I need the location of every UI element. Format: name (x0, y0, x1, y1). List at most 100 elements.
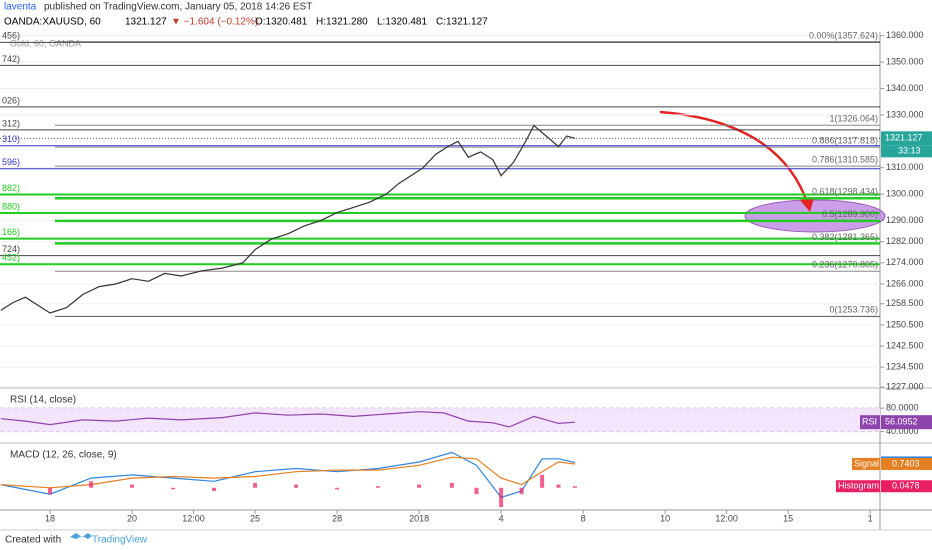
name-badge (836, 480, 880, 493)
fib-label: 0(1253.736) (829, 305, 878, 315)
series-line (0, 124, 576, 314)
name-label: Histogram (838, 481, 879, 491)
change: ▼ −1.604 (−0.12%) (171, 17, 258, 28)
y-tick-label: 1350.000 (886, 56, 924, 66)
indicator-badge (881, 457, 932, 470)
level-label: 166) (2, 227, 20, 237)
price-badge (881, 131, 932, 146)
fib-label: 0.00%(1357.624) (809, 30, 878, 40)
fib-label: 0.618(1298.434) (812, 187, 878, 197)
level-label: 312) (2, 118, 20, 128)
pane-title: RSI (14, close) (10, 395, 76, 406)
pane-title: MACD (12, 26, close, 9) (10, 450, 117, 461)
histogram-bar (48, 487, 53, 495)
histogram-bar (253, 482, 258, 488)
histogram-bar (171, 487, 176, 490)
histogram-bar (474, 487, 479, 495)
high: H:1321.280 (316, 17, 368, 28)
fib-label: 0.886(1317.818) (812, 135, 878, 145)
open: O:1320.481 (255, 17, 308, 28)
histogram-bar (540, 474, 545, 488)
author[interactable]: laventa (4, 2, 37, 13)
timer-label: 33:13 (898, 146, 921, 156)
footer-brand[interactable]: TradingView (92, 535, 148, 546)
fib-label: 0.382(1281.365) (812, 232, 878, 242)
level-label: 456) (2, 31, 20, 41)
histogram-bar (212, 487, 217, 491)
y-tick-label: 1300.000 (886, 189, 924, 199)
y-tick-label: 1258.500 (886, 298, 924, 308)
name-label: Signal (854, 458, 879, 468)
level-label: 596) (2, 157, 20, 167)
fib-label: 0.236(1270.805) (812, 260, 878, 270)
y-tick-label: 1340.000 (886, 83, 924, 93)
x-tick-label: 28 (332, 513, 342, 523)
x-tick-label: 4 (499, 513, 504, 523)
y-tick-label: 1360.000 (886, 30, 924, 40)
histogram-bar (89, 481, 94, 488)
x-tick-label: 8 (581, 513, 586, 523)
series-line (0, 411, 575, 428)
level-label: 880) (2, 201, 20, 211)
y-tick-label: 1310.000 (886, 162, 924, 172)
price: 1321.127 (125, 17, 167, 28)
series-line (0, 456, 575, 489)
rsi-badge-label: 56.0952 (885, 417, 918, 427)
x-tick-label: 25 (250, 513, 260, 523)
x-tick-label: 18 (45, 513, 55, 523)
name-badge (852, 457, 880, 470)
timer-badge (881, 145, 932, 158)
y-tick-label: 1274.000 (886, 257, 924, 267)
brand-logo (70, 533, 92, 539)
indicator-badge-label: 0.0478 (892, 481, 920, 491)
footer-created: Created with (5, 535, 61, 546)
indicator-badge-label: 0.7403 (892, 458, 920, 468)
level-label: 742) (2, 54, 20, 64)
low: L:1320.481 (377, 17, 427, 28)
histogram-bar (556, 484, 561, 488)
y-tick-label: 1290.000 (886, 215, 924, 225)
rsi-band (0, 408, 880, 432)
rsi-name: RSI (862, 417, 877, 427)
level-label: 882) (2, 183, 20, 193)
arrow (659, 110, 810, 206)
level-label: 026) (2, 95, 20, 105)
histogram-bar (335, 487, 340, 490)
rsi-badge (881, 415, 932, 430)
level-label: 310) (2, 134, 20, 144)
y-tick-label: 1250.500 (886, 319, 924, 329)
y-tick-label: 1282.000 (886, 236, 924, 246)
y-tick-label: 1242.500 (886, 340, 924, 350)
x-tick-label: 12:00 (182, 513, 205, 523)
fib-label: 0.786(1310.585) (812, 155, 878, 165)
histogram-bar (294, 484, 299, 488)
x-tick-label: 15 (783, 513, 793, 523)
target-ellipse (744, 199, 886, 233)
arrow-head (800, 198, 814, 212)
histogram-bar (499, 487, 504, 508)
fib-label: 0.5(1289.900) (822, 209, 878, 219)
y-tick-label: 40.0000 (886, 426, 919, 436)
x-tick-label: 20 (127, 513, 137, 523)
histogram-bar (519, 487, 524, 495)
x-tick-label: 12:00 (715, 513, 738, 523)
x-tick-label: 2018 (409, 513, 429, 523)
x-tick-label: 1 (868, 513, 873, 523)
y-tick-label: 1266.000 (886, 278, 924, 288)
y-tick-label: 1330.000 (886, 109, 924, 119)
y-tick-label: 1227.000 (886, 381, 924, 391)
histogram-bar (449, 482, 454, 488)
histogram-bar (417, 484, 422, 488)
ghost-title: Gold, 60, OANDA (10, 38, 81, 48)
histogram-bar (376, 486, 381, 488)
indicator-badge (881, 480, 932, 493)
level-label: 452) (2, 253, 20, 263)
published: published on TradingView.com, January 05… (44, 2, 312, 13)
rsi-name-badge (860, 415, 880, 430)
x-tick-label: 10 (660, 513, 670, 523)
fib-label: 1(1326.064) (829, 114, 878, 124)
y-tick-label: 80.0000 (886, 403, 919, 413)
price-badge-label: 1321.127 (885, 133, 923, 143)
